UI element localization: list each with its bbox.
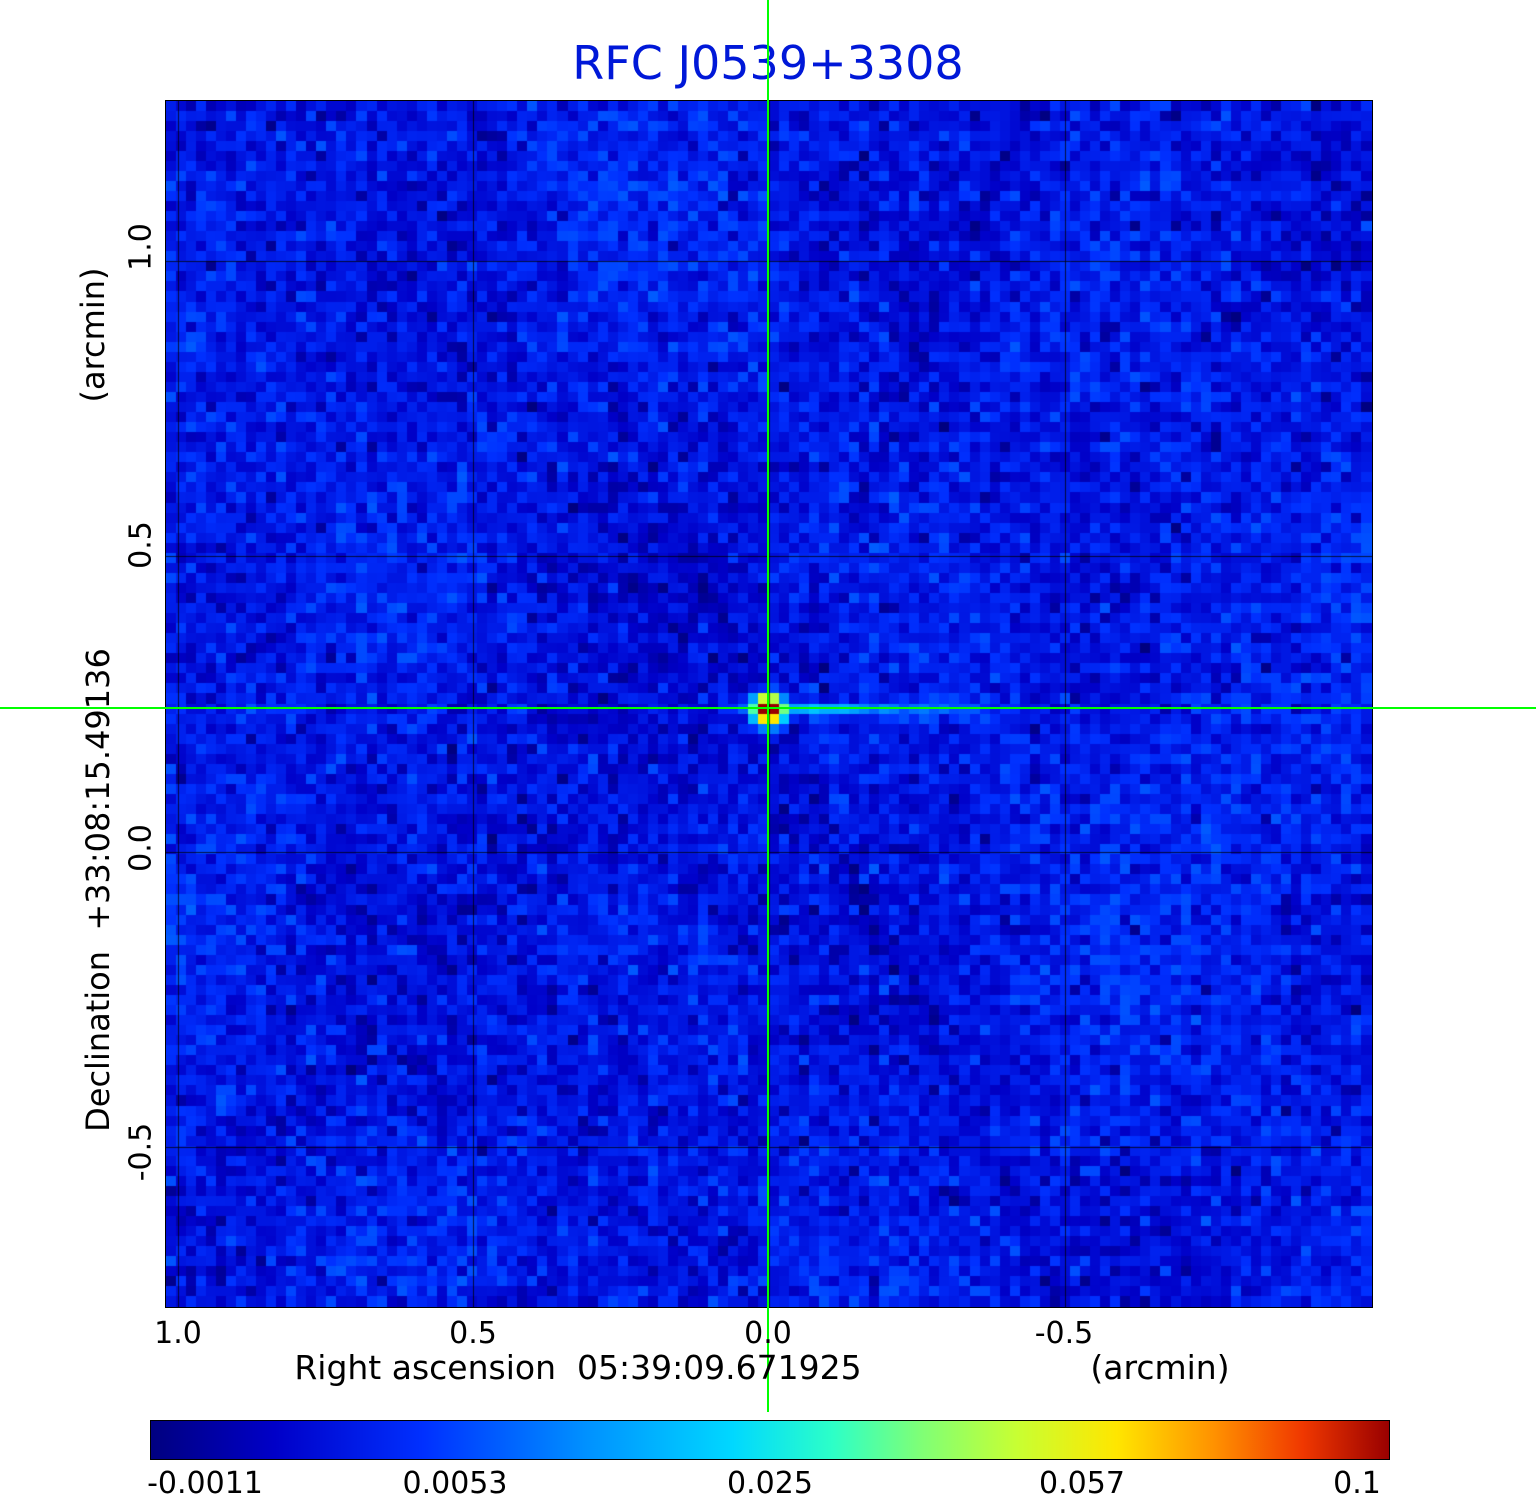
- plot-frame: [165, 100, 1373, 1308]
- crosshair-horizontal-line: [0, 707, 1536, 709]
- y-tick-label-0.5: 0.5: [123, 521, 159, 569]
- colorbar-label-high: 0.057: [1039, 1466, 1125, 1501]
- radio-map-canvas: [166, 101, 1372, 1307]
- x-tick-label-0.5: 0.5: [449, 1316, 497, 1351]
- x-tick-label-0.0: 0.0: [744, 1316, 792, 1351]
- colorbar-label-max: 0.1: [1333, 1466, 1381, 1501]
- y-tick-label-0.0: 0.0: [123, 824, 159, 872]
- crosshair-vertical-line: [767, 0, 769, 1412]
- colorbar-label-mid: 0.025: [727, 1466, 813, 1501]
- x-tick-label-1.0: 1.0: [154, 1316, 202, 1351]
- colorbar-label-low: 0.0053: [402, 1466, 508, 1501]
- x-axis-unit-label: (arcmin): [1090, 1348, 1230, 1387]
- x-tick-label--0.5: -0.5: [1034, 1316, 1094, 1351]
- y-tick-label-1.0: 1.0: [123, 223, 159, 271]
- y-axis-unit-label: (arcmin): [74, 267, 112, 403]
- y-axis-label: Declination +33:08:15.49136: [79, 648, 117, 1132]
- y-tick-label--0.5: -0.5: [123, 1122, 159, 1182]
- colorbar-label-min: -0.0011: [147, 1466, 263, 1501]
- colorbar: [150, 1420, 1390, 1460]
- x-axis-label: Right ascension 05:39:09.671925: [294, 1348, 862, 1387]
